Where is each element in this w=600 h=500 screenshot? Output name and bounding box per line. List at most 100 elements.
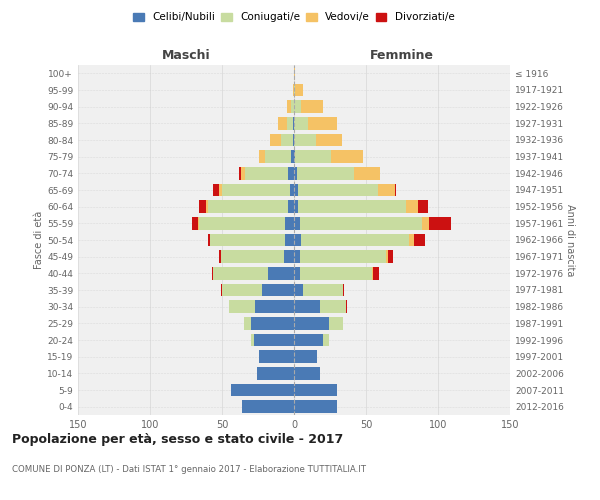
Bar xyxy=(418,200,428,213)
Bar xyxy=(294,317,329,330)
Bar xyxy=(295,150,331,163)
Bar xyxy=(290,184,294,196)
Y-axis label: Fasce di età: Fasce di età xyxy=(34,211,44,269)
Bar xyxy=(294,200,298,213)
Bar xyxy=(294,184,298,196)
Bar xyxy=(265,150,291,163)
Bar xyxy=(300,217,422,230)
Bar xyxy=(294,67,295,80)
Bar xyxy=(208,234,211,246)
Bar xyxy=(430,217,451,230)
Bar xyxy=(208,200,288,213)
Bar xyxy=(331,150,363,163)
Bar xyxy=(294,267,300,280)
Bar xyxy=(372,267,373,280)
Bar xyxy=(219,184,222,196)
Y-axis label: Anni di nascita: Anni di nascita xyxy=(565,204,575,276)
Bar xyxy=(284,250,294,263)
Bar xyxy=(388,250,394,263)
Bar xyxy=(212,267,214,280)
Bar xyxy=(346,300,347,313)
Bar xyxy=(294,284,302,296)
Bar xyxy=(294,384,337,396)
Bar xyxy=(257,367,294,380)
Bar xyxy=(413,234,425,246)
Bar xyxy=(298,200,406,213)
Legend: Celibi/Nubili, Coniugati/e, Vedovi/e, Divorziati/e: Celibi/Nubili, Coniugati/e, Vedovi/e, Di… xyxy=(131,10,457,24)
Bar xyxy=(241,167,245,179)
Bar xyxy=(244,317,251,330)
Bar xyxy=(297,167,355,179)
Bar xyxy=(192,217,197,230)
Bar xyxy=(293,134,294,146)
Bar xyxy=(214,184,219,196)
Text: Femmine: Femmine xyxy=(370,48,434,62)
Bar xyxy=(300,250,386,263)
Bar xyxy=(197,217,199,230)
Bar xyxy=(229,300,255,313)
Bar xyxy=(268,267,294,280)
Bar xyxy=(251,334,254,346)
Bar xyxy=(373,267,379,280)
Bar xyxy=(291,100,294,113)
Bar xyxy=(291,150,294,163)
Bar xyxy=(295,84,302,96)
Bar xyxy=(377,184,395,196)
Bar xyxy=(301,234,409,246)
Bar xyxy=(294,150,295,163)
Bar xyxy=(262,284,294,296)
Bar xyxy=(206,200,208,213)
Bar xyxy=(294,134,316,146)
Bar xyxy=(294,367,320,380)
Bar xyxy=(409,234,413,246)
Bar xyxy=(293,84,294,96)
Bar xyxy=(300,267,372,280)
Bar xyxy=(288,167,294,179)
Bar xyxy=(269,134,281,146)
Bar xyxy=(302,284,343,296)
Bar xyxy=(406,200,418,213)
Bar xyxy=(294,100,301,113)
Bar xyxy=(254,334,294,346)
Bar xyxy=(286,217,294,230)
Bar xyxy=(301,100,323,113)
Bar xyxy=(287,100,291,113)
Bar xyxy=(278,117,287,130)
Bar xyxy=(221,250,284,263)
Bar xyxy=(245,167,288,179)
Bar xyxy=(386,250,388,263)
Bar xyxy=(320,300,346,313)
Bar xyxy=(259,350,294,363)
Bar xyxy=(251,317,294,330)
Bar xyxy=(422,217,430,230)
Bar xyxy=(294,217,300,230)
Bar xyxy=(288,200,294,213)
Bar xyxy=(239,167,241,179)
Text: Popolazione per età, sesso e stato civile - 2017: Popolazione per età, sesso e stato civil… xyxy=(12,432,343,446)
Bar xyxy=(222,284,262,296)
Bar xyxy=(219,250,221,263)
Bar xyxy=(308,117,337,130)
Bar xyxy=(214,267,268,280)
Bar xyxy=(343,284,344,296)
Bar xyxy=(294,334,323,346)
Bar xyxy=(287,117,293,130)
Bar xyxy=(211,234,286,246)
Bar xyxy=(294,84,295,96)
Bar xyxy=(199,200,206,213)
Bar xyxy=(242,400,294,413)
Bar xyxy=(323,334,329,346)
Bar xyxy=(230,384,294,396)
Bar xyxy=(395,184,396,196)
Bar xyxy=(222,184,290,196)
Bar xyxy=(294,117,308,130)
Bar xyxy=(294,400,337,413)
Text: Maschi: Maschi xyxy=(161,48,211,62)
Bar xyxy=(294,234,301,246)
Bar xyxy=(286,234,294,246)
Bar xyxy=(281,134,293,146)
Bar xyxy=(298,184,377,196)
Bar xyxy=(199,217,286,230)
Bar xyxy=(294,250,300,263)
Bar xyxy=(329,317,343,330)
